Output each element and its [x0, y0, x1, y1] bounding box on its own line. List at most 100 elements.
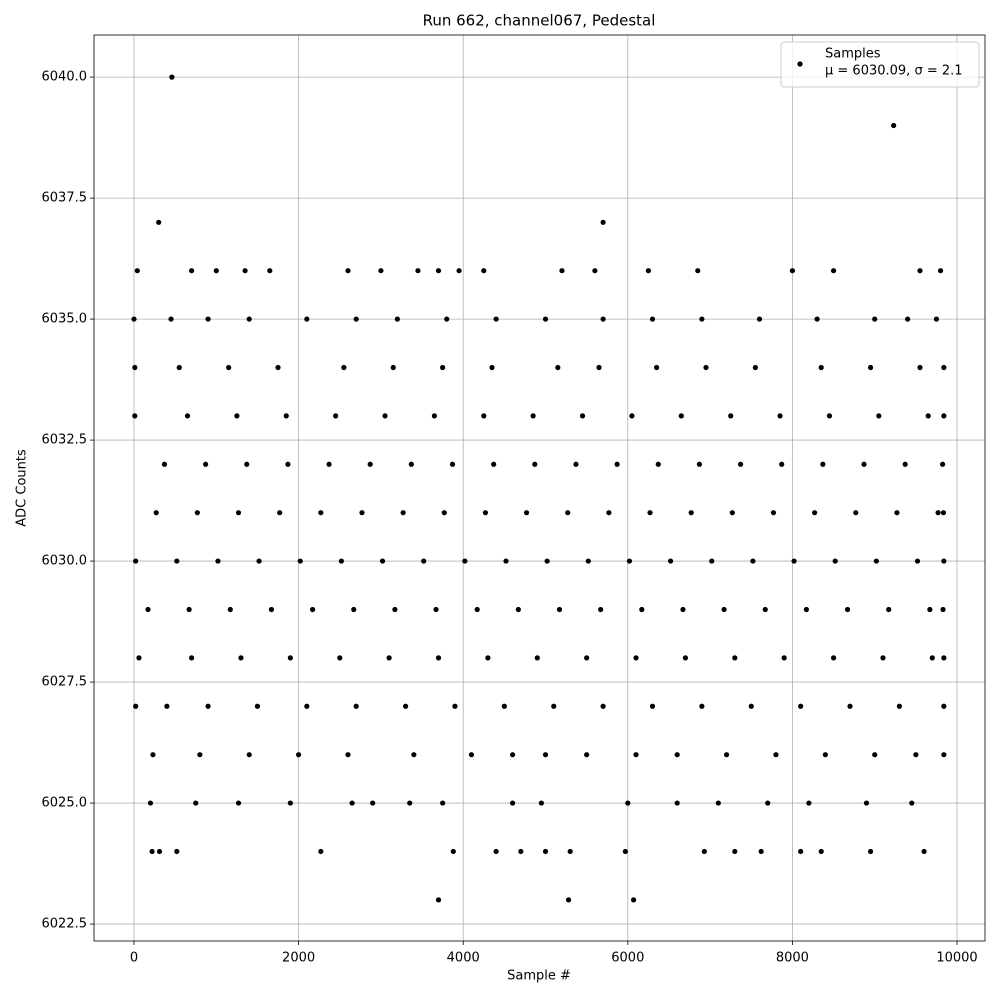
data-point — [304, 703, 310, 709]
data-point — [896, 703, 903, 709]
data-point — [791, 558, 797, 564]
data-point — [600, 219, 606, 225]
data-point — [826, 413, 833, 419]
data-point — [341, 364, 347, 371]
data-point — [779, 461, 785, 467]
x-tick-label: 2000 — [282, 951, 315, 966]
data-point — [431, 413, 438, 419]
data-point — [812, 510, 818, 516]
data-point — [392, 606, 398, 613]
data-point — [408, 461, 414, 467]
data-point — [822, 752, 828, 758]
x-tick-label: 6000 — [611, 951, 644, 966]
data-point — [927, 606, 933, 613]
data-point — [748, 703, 754, 709]
data-point — [584, 655, 590, 661]
data-point — [876, 413, 882, 419]
data-point — [732, 655, 738, 661]
data-point — [234, 413, 240, 419]
data-point — [556, 606, 563, 613]
data-point — [847, 703, 853, 709]
x-axis-label: Sample # — [507, 969, 571, 984]
data-point — [518, 848, 524, 855]
data-point — [164, 703, 170, 709]
data-point — [678, 413, 684, 419]
data-point — [394, 316, 400, 322]
data-point — [625, 800, 631, 806]
y-tick-label: 6032.5 — [42, 433, 88, 448]
data-point — [674, 752, 680, 758]
data-point — [905, 316, 911, 322]
data-point — [814, 316, 820, 322]
legend-label: Samples — [825, 47, 881, 62]
data-point — [721, 606, 727, 613]
data-point — [503, 558, 509, 564]
data-point — [777, 413, 783, 419]
data-point — [756, 316, 763, 322]
data-point — [606, 510, 612, 516]
data-point — [853, 510, 859, 516]
data-point — [441, 510, 447, 516]
data-point — [523, 510, 530, 516]
data-point — [462, 558, 468, 564]
x-tick-label: 8000 — [776, 951, 809, 966]
data-point — [696, 461, 703, 467]
data-point — [489, 364, 495, 371]
data-point — [254, 703, 261, 709]
data-point — [435, 268, 442, 274]
data-point — [701, 848, 707, 855]
data-point — [844, 606, 851, 613]
data-point — [132, 364, 138, 371]
data-point — [345, 268, 351, 274]
data-point — [353, 703, 359, 709]
data-point — [174, 848, 180, 855]
data-point — [728, 413, 734, 419]
data-point — [452, 703, 458, 709]
data-point — [189, 268, 195, 274]
data-point — [277, 510, 283, 516]
data-point — [304, 316, 310, 322]
data-point — [256, 558, 262, 564]
data-point — [440, 800, 446, 806]
data-point — [941, 703, 947, 709]
data-point — [296, 752, 302, 758]
data-point — [147, 800, 154, 806]
data-point — [639, 606, 645, 613]
data-point — [379, 558, 386, 564]
data-point — [482, 510, 489, 516]
data-point — [370, 800, 376, 806]
x-tick-label: 4000 — [447, 951, 480, 966]
data-point — [444, 316, 450, 322]
data-point — [450, 848, 456, 855]
data-point — [386, 655, 392, 661]
data-point — [267, 268, 273, 274]
data-point — [153, 510, 159, 516]
data-point — [283, 413, 289, 419]
data-point — [197, 752, 203, 758]
data-point — [703, 364, 709, 371]
data-point — [668, 558, 674, 564]
data-point — [542, 316, 549, 322]
data-point — [226, 364, 232, 371]
data-point — [367, 461, 373, 467]
data-point — [863, 800, 870, 806]
data-point — [773, 752, 779, 758]
data-point — [940, 461, 946, 467]
data-point — [407, 800, 413, 806]
data-point — [682, 655, 689, 661]
data-point — [655, 461, 661, 467]
data-point — [133, 703, 139, 709]
data-point — [542, 848, 549, 855]
data-point — [481, 413, 487, 419]
data-point — [781, 655, 787, 661]
points-layer — [131, 74, 947, 903]
data-point — [238, 655, 244, 661]
data-point — [174, 558, 180, 564]
data-point — [544, 558, 550, 564]
y-tick-label: 6040.0 — [42, 70, 88, 85]
data-point — [729, 510, 735, 516]
data-point — [136, 655, 142, 661]
data-point — [941, 413, 947, 419]
x-tick-label: 10000 — [936, 951, 977, 966]
